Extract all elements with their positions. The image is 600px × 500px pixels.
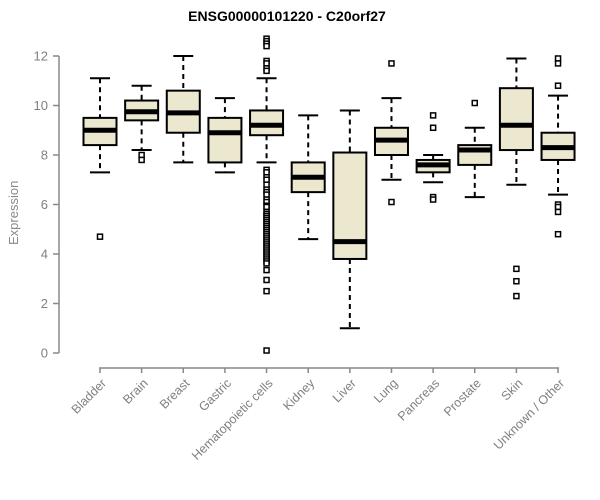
outlier-point [429, 112, 437, 119]
boxplot-lung [373, 60, 409, 206]
x-tick-label: Unknown / Other [491, 376, 567, 452]
x-tick-label: Breast [157, 376, 193, 412]
outlier-point [429, 196, 437, 203]
outlier-point [96, 233, 104, 240]
outlier-point [513, 292, 520, 300]
boxplot-brain [124, 84, 160, 164]
boxplot-skin [498, 57, 534, 300]
y-tick-label: 2 [41, 296, 48, 311]
y-tick-label: 4 [41, 247, 48, 262]
outlier-point [554, 230, 562, 238]
x-tick-label: Brain [120, 376, 151, 407]
boxplot-bladder [82, 77, 118, 240]
outlier-point [263, 42, 270, 50]
boxplot-kidney [290, 114, 326, 241]
x-tick-label: Liver [330, 376, 359, 405]
box-rect [207, 116, 243, 164]
x-tick-label: Lung [371, 376, 401, 406]
outlier-point [263, 266, 270, 274]
box-rect [498, 87, 534, 152]
outlier-point [554, 60, 562, 67]
boxplot-prostate [457, 99, 493, 199]
x-tick-label: Pancreas [395, 376, 442, 423]
outlier-point [138, 156, 145, 164]
boxplot-breast [165, 55, 201, 164]
boxplot-gastric [207, 97, 243, 174]
outlier-point [263, 347, 270, 354]
y-tick-label: 8 [41, 148, 48, 163]
outlier-point [554, 82, 562, 89]
outlier-point [388, 60, 395, 67]
outlier-point [263, 67, 270, 75]
outlier-point [513, 277, 520, 285]
boxplot-liver [332, 109, 368, 330]
x-tick-label: Bladder [69, 376, 109, 416]
y-tick-label: 10 [34, 98, 48, 113]
outlier-point [554, 208, 562, 216]
x-tick-label: Prostate [441, 376, 484, 419]
y-tick-label: 6 [41, 197, 48, 212]
boxplot-unknown-other [540, 55, 576, 238]
outlier-point [388, 198, 395, 206]
outlier-point [263, 260, 270, 267]
x-tick-label: Kidney [280, 376, 317, 413]
outlier-point [513, 265, 520, 273]
outlier-point [471, 99, 479, 107]
boxplot-pancreas [415, 112, 451, 203]
y-axis-title: Expression [6, 180, 21, 245]
boxplot-hematopoietic-cells [249, 35, 285, 354]
chart-title: ENSG00000101220 - C20orf27 [188, 8, 386, 24]
x-tick-label: Skin [498, 376, 525, 403]
outlier-point [263, 287, 270, 295]
x-tick-label: Gastric [196, 376, 234, 414]
x-tick-label: Hematopoietic cells [189, 376, 276, 463]
y-tick-label: 12 [34, 49, 48, 64]
outlier-point [429, 124, 437, 132]
outlier-point [263, 276, 270, 284]
y-tick-label: 0 [41, 346, 48, 361]
